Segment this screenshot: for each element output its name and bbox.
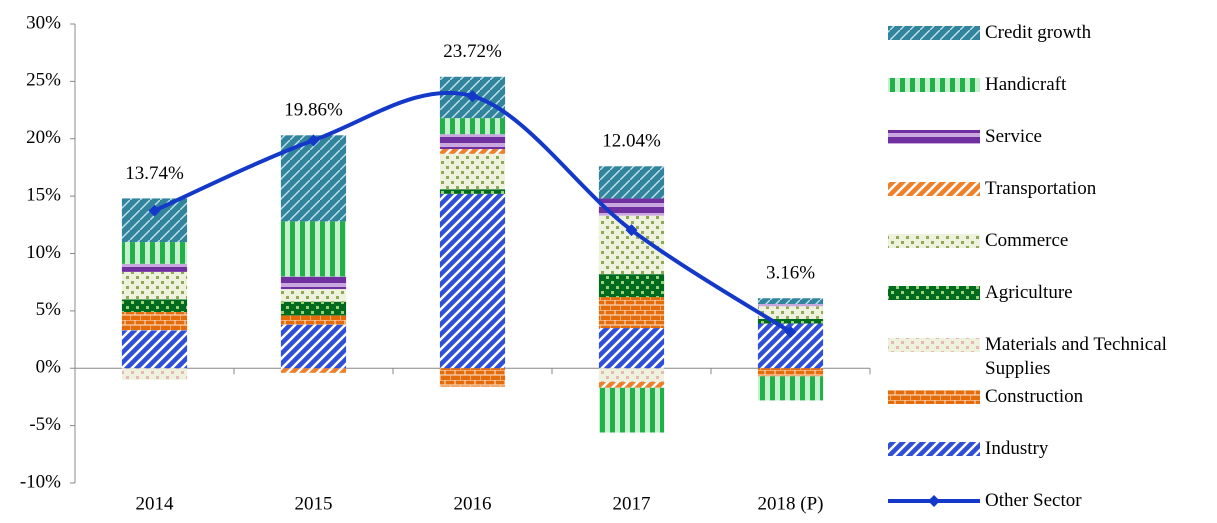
legend-label: Industry xyxy=(985,438,1049,459)
data-label: 19.86% xyxy=(284,100,343,121)
bar-segment xyxy=(280,368,347,373)
line-marker xyxy=(148,204,161,217)
legend-label: Service xyxy=(985,126,1042,147)
y-tick-label: 20% xyxy=(26,127,61,148)
y-tick-label: 10% xyxy=(26,242,61,263)
bar-segment xyxy=(598,382,665,388)
data-label: 3.16% xyxy=(766,263,815,284)
bar-segment xyxy=(121,263,188,272)
y-tick-label: 15% xyxy=(26,184,61,205)
legend-swatch xyxy=(888,442,980,456)
bar-segment xyxy=(598,166,665,199)
legend-swatch xyxy=(888,338,980,352)
legend-label: Construction xyxy=(985,386,1084,407)
data-label: 12.04% xyxy=(602,131,661,152)
y-tick-label: -10% xyxy=(20,471,61,492)
x-tick-label: 2016 xyxy=(454,493,492,514)
line-marker xyxy=(307,134,320,147)
bar-segment xyxy=(121,312,188,331)
bar-segment xyxy=(121,271,188,300)
legend-swatch xyxy=(888,182,980,196)
y-tick-label: 30% xyxy=(26,12,61,33)
x-tick-label: 2014 xyxy=(136,493,175,514)
legend-label: Credit growth xyxy=(985,22,1092,43)
legend-label: Other Sector xyxy=(985,490,1082,511)
bar-segment xyxy=(757,376,824,401)
bar-segment xyxy=(280,315,347,325)
bar-segment xyxy=(757,306,824,319)
data-label: 23.72% xyxy=(443,41,502,62)
bar-segment xyxy=(121,242,188,264)
bar-segment xyxy=(121,299,188,313)
legend-swatch xyxy=(888,286,980,300)
bar-segment xyxy=(439,368,506,387)
bar-segment xyxy=(598,387,665,433)
legend-label: Transportation xyxy=(985,178,1097,199)
legend-label: Materials and Technical Supplies xyxy=(985,334,1167,379)
bar-segment xyxy=(439,153,506,190)
y-tick-label: -5% xyxy=(29,414,61,435)
line-marker xyxy=(625,224,638,237)
bar-segment xyxy=(757,298,824,304)
legend-swatch xyxy=(888,130,980,144)
bar-segment xyxy=(280,324,347,369)
bar-segment xyxy=(121,330,188,369)
bar-segment xyxy=(439,118,506,135)
line-marker xyxy=(466,90,479,103)
bar-segment xyxy=(757,303,824,307)
y-tick-label: 25% xyxy=(26,70,61,91)
legend-swatch xyxy=(888,26,980,40)
legend-label: Commerce xyxy=(985,230,1069,251)
bar-segment xyxy=(439,134,506,150)
bar-segment xyxy=(280,221,347,277)
bar-segment xyxy=(598,328,665,369)
x-tick-label: 2015 xyxy=(295,493,333,514)
legend-label: Handicraft xyxy=(985,74,1067,95)
bar-segment xyxy=(598,198,665,216)
bar-segment xyxy=(439,189,506,194)
x-tick-label: 2018 (P) xyxy=(758,493,824,514)
bar-segment xyxy=(598,274,665,298)
legend-swatch xyxy=(888,78,980,92)
line-marker xyxy=(784,325,797,338)
legend-label: Agriculture xyxy=(985,282,1073,303)
bar-segment xyxy=(439,149,506,154)
bar-segment xyxy=(439,193,506,369)
y-tick-label: 5% xyxy=(36,299,62,320)
y-tick-label: 0% xyxy=(36,357,62,378)
bar-segment xyxy=(598,297,665,329)
x-tick-label: 2017 xyxy=(613,493,651,514)
data-label: 13.74% xyxy=(125,163,184,184)
bar-segment xyxy=(757,368,824,377)
bar-segment xyxy=(598,368,665,383)
bar-segment xyxy=(280,276,347,290)
legend-swatch xyxy=(888,390,980,404)
legend-swatch xyxy=(928,495,940,507)
bar-segment xyxy=(280,301,347,316)
bar-segment xyxy=(757,318,824,324)
bar-segment xyxy=(121,368,188,380)
legend-swatch xyxy=(888,234,980,248)
bar-segment xyxy=(280,289,347,302)
